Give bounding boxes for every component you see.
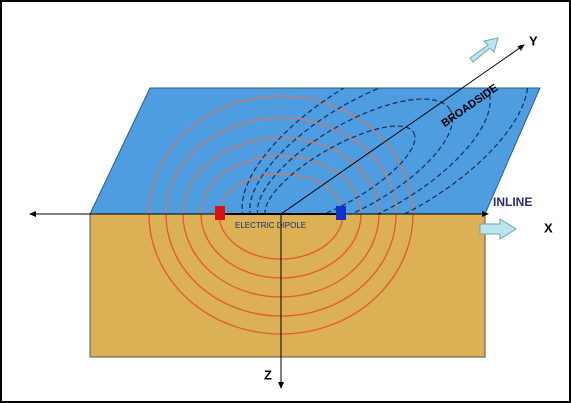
inline-arrow [479,218,517,240]
subsurface [89,213,486,358]
z-label: Z [264,367,272,382]
dipole-label: ELECTRIC DIPOLE [235,221,306,230]
broadside-arrow [469,37,499,63]
y-label: Y [529,33,538,48]
inline-label: INLINE [493,195,532,209]
electrode-negative [215,206,225,220]
electrode-positive [336,206,346,220]
x-label: X [544,220,553,235]
field-lines-upper [148,95,414,214]
field-lines-dashed [241,88,529,214]
y-axis [280,44,525,215]
